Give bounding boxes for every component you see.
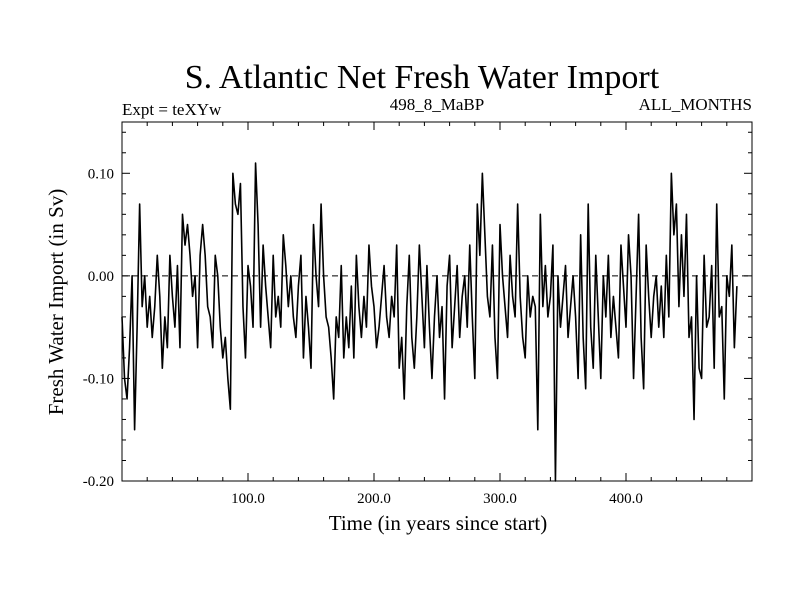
y-tick-label: -0.10 [83, 371, 114, 387]
chart-subtitle-left: Expt = teXYw [122, 100, 222, 119]
x-tick-label: 200.0 [357, 491, 391, 507]
y-tick-label: -0.20 [83, 474, 114, 490]
y-axis-label: Fresh Water Import (in Sv) [44, 189, 68, 416]
x-tick-label: 100.0 [231, 491, 265, 507]
x-tick-label: 300.0 [483, 491, 517, 507]
plot-frame [121, 121, 753, 482]
axis-ticks [122, 122, 752, 482]
x-tick-label: 400.0 [609, 491, 643, 507]
x-axis-label: Time (in years since start) [329, 511, 548, 535]
chart-title: S. Atlantic Net Fresh Water Import [185, 59, 660, 96]
y-tick-label: 0.00 [88, 269, 114, 285]
chart-subtitle-right: ALL_MONTHS [639, 95, 752, 114]
chart-subtitle-center: 498_8_MaBP [390, 95, 484, 114]
axis-tick-labels: 100.0 200.0 300.0 400.0 0.10 0.00 -0.10 -0.20 [83, 166, 643, 507]
series-line [121, 162, 738, 482]
y-tick-label: 0.10 [88, 166, 114, 182]
